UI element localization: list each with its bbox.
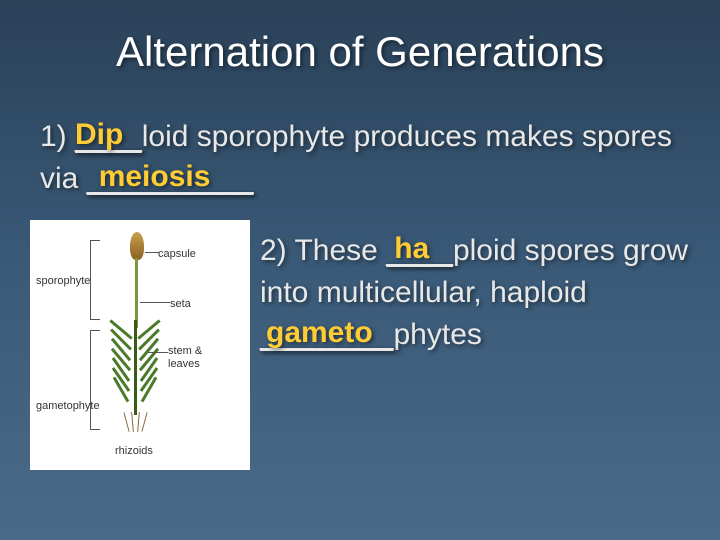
moss-diagram: capsule seta sporophyte stem & leaves ga… bbox=[30, 220, 250, 470]
p1-prefix: 1) bbox=[40, 120, 75, 153]
capsule-shape bbox=[130, 232, 144, 260]
p2-blank1: ____ha bbox=[386, 230, 453, 272]
lower-row: capsule seta sporophyte stem & leaves ga… bbox=[0, 210, 720, 470]
p1-blank1-answer: Dip bbox=[75, 114, 123, 156]
label-capsule: capsule bbox=[158, 248, 196, 260]
leaves-cluster bbox=[110, 320, 160, 410]
seta-shape bbox=[135, 258, 138, 328]
p2-blank2: ________gameto bbox=[260, 314, 393, 356]
stem-pointer bbox=[148, 352, 168, 353]
capsule-pointer bbox=[145, 252, 159, 253]
p2-suffix: phytes bbox=[393, 318, 481, 351]
label-seta: seta bbox=[170, 298, 191, 310]
label-sporophyte: sporophyte bbox=[36, 275, 90, 287]
slide-title: Alternation of Generations bbox=[0, 0, 720, 96]
p1-blank1: ____Dip bbox=[75, 116, 142, 158]
seta-pointer bbox=[140, 302, 170, 303]
p1-blank2-answer: meiosis bbox=[99, 156, 211, 198]
label-leaves: leaves bbox=[168, 358, 200, 370]
sporophyte-bracket bbox=[90, 240, 100, 320]
p2-blank2-answer: gameto bbox=[266, 312, 373, 354]
gametophyte-bracket bbox=[90, 330, 100, 430]
bullet-point-2: 2) These ____haploid spores grow into mu… bbox=[260, 220, 690, 356]
p2-blank1-answer: ha bbox=[394, 228, 429, 270]
bullet-point-1: 1) ____Diploid sporophyte produces makes… bbox=[0, 96, 720, 210]
p1-blank2: __________meiosis bbox=[87, 158, 254, 200]
label-stem: stem & bbox=[168, 345, 202, 357]
rhizoids-cluster bbox=[122, 412, 152, 437]
label-gametophyte: gametophyte bbox=[36, 400, 100, 412]
p2-prefix: 2) These bbox=[260, 234, 386, 267]
label-rhizoids: rhizoids bbox=[115, 445, 153, 457]
